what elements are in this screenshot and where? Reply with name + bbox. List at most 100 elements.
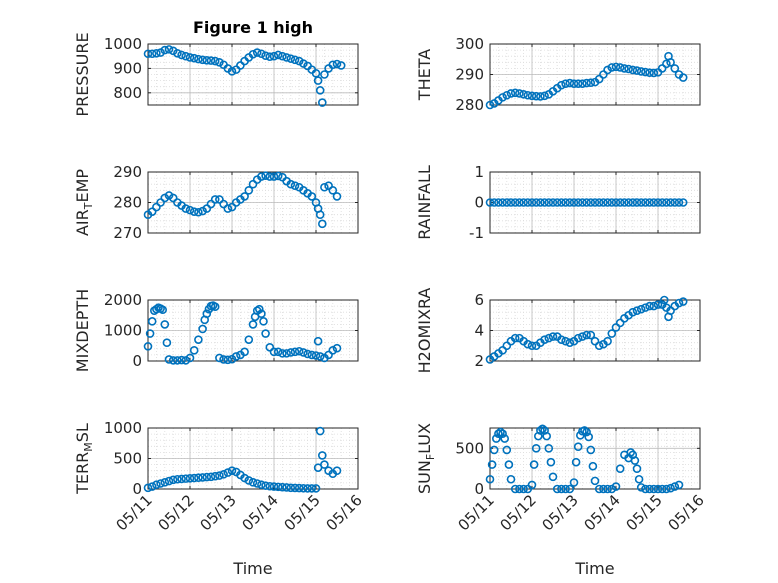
data-point <box>215 471 224 480</box>
data-point <box>181 51 191 61</box>
data-point <box>666 483 675 493</box>
data-point <box>594 484 604 494</box>
data-point <box>215 57 224 67</box>
data-point <box>219 199 228 209</box>
data-point <box>632 306 642 315</box>
data-point <box>194 54 203 64</box>
y-tick-label: 300 <box>455 35 484 53</box>
data-point <box>158 305 167 315</box>
data-point <box>248 179 258 189</box>
data-point <box>168 475 178 485</box>
data-point <box>628 307 638 317</box>
x-tick-label: 05/13 <box>197 491 240 534</box>
data-point <box>160 45 170 55</box>
data-point <box>674 198 684 207</box>
data-point <box>678 198 688 207</box>
data-point <box>603 484 612 494</box>
series-rainfall <box>485 198 688 207</box>
data-point <box>181 204 191 213</box>
data-point <box>538 424 547 434</box>
data-point <box>611 62 621 72</box>
data-point <box>519 90 528 99</box>
data-point <box>510 333 520 343</box>
data-point <box>173 48 182 58</box>
data-point <box>636 304 646 314</box>
data-point <box>160 193 170 203</box>
data-point <box>607 198 617 207</box>
data-point <box>578 79 587 88</box>
data-point <box>219 355 228 364</box>
data-point <box>324 181 333 191</box>
y-axis-label: H2OMIXRA <box>415 288 434 374</box>
data-point <box>240 192 249 201</box>
data-point <box>540 335 549 344</box>
data-point <box>649 301 659 311</box>
data-point <box>645 301 654 311</box>
subplot-h2omixra: 2 4 6 H2OMIXRA <box>415 288 701 374</box>
data-point <box>607 484 617 494</box>
series-pressure <box>143 45 346 107</box>
data-point <box>164 476 174 486</box>
subplot-rainfall: -1 0 1 RAINFALL <box>415 163 701 242</box>
data-point <box>649 68 659 78</box>
data-point <box>265 52 275 61</box>
data-point <box>496 427 505 437</box>
y-tick-label: 500 <box>455 439 484 457</box>
data-point <box>244 186 254 195</box>
data-point <box>498 346 507 355</box>
y-tick-label: 290 <box>455 66 484 84</box>
data-point <box>636 67 646 76</box>
y-axis-label: PRESSURE <box>73 32 92 116</box>
data-point <box>498 198 507 207</box>
data-point <box>273 347 283 357</box>
data-point <box>519 484 528 494</box>
data-point <box>194 335 203 344</box>
y-tick-label: 280 <box>455 96 484 114</box>
subplot-mixdepth: 0 1000 2000 MIXDEPTH <box>73 289 359 372</box>
series-mixdepth <box>143 301 342 365</box>
data-point <box>261 51 270 61</box>
y-tick-label: 1000 <box>104 35 142 53</box>
data-point <box>152 48 161 58</box>
data-point <box>278 482 287 492</box>
data-point <box>164 191 174 200</box>
data-point <box>531 198 541 207</box>
data-point <box>527 198 537 207</box>
data-point <box>278 51 287 61</box>
data-point <box>615 63 625 72</box>
data-point <box>156 198 165 207</box>
data-point <box>506 198 516 207</box>
major-grid <box>490 44 700 105</box>
major-grid <box>148 300 358 361</box>
data-point <box>510 484 520 494</box>
data-point <box>594 341 604 351</box>
data-point <box>657 198 667 207</box>
data-point <box>269 51 279 61</box>
data-point <box>299 348 308 357</box>
data-point <box>590 336 600 346</box>
data-point <box>529 460 539 469</box>
data-point <box>578 332 587 341</box>
data-point <box>168 46 178 56</box>
data-point <box>332 343 342 353</box>
data-point <box>317 219 327 229</box>
data-point <box>531 91 541 101</box>
data-point <box>282 349 291 358</box>
data-point <box>162 338 172 348</box>
data-point <box>489 445 499 455</box>
data-point <box>573 79 583 88</box>
data-point <box>607 63 617 72</box>
data-point <box>494 429 503 438</box>
data-point <box>506 474 516 484</box>
data-point <box>294 346 304 356</box>
data-point <box>248 49 258 59</box>
data-point <box>611 323 621 332</box>
data-point <box>502 198 512 207</box>
data-point <box>210 302 220 312</box>
data-point <box>252 48 262 57</box>
data-point <box>500 434 510 443</box>
data-point <box>332 466 342 476</box>
x-tick-label: 05/12 <box>155 491 198 534</box>
data-point <box>194 473 203 483</box>
